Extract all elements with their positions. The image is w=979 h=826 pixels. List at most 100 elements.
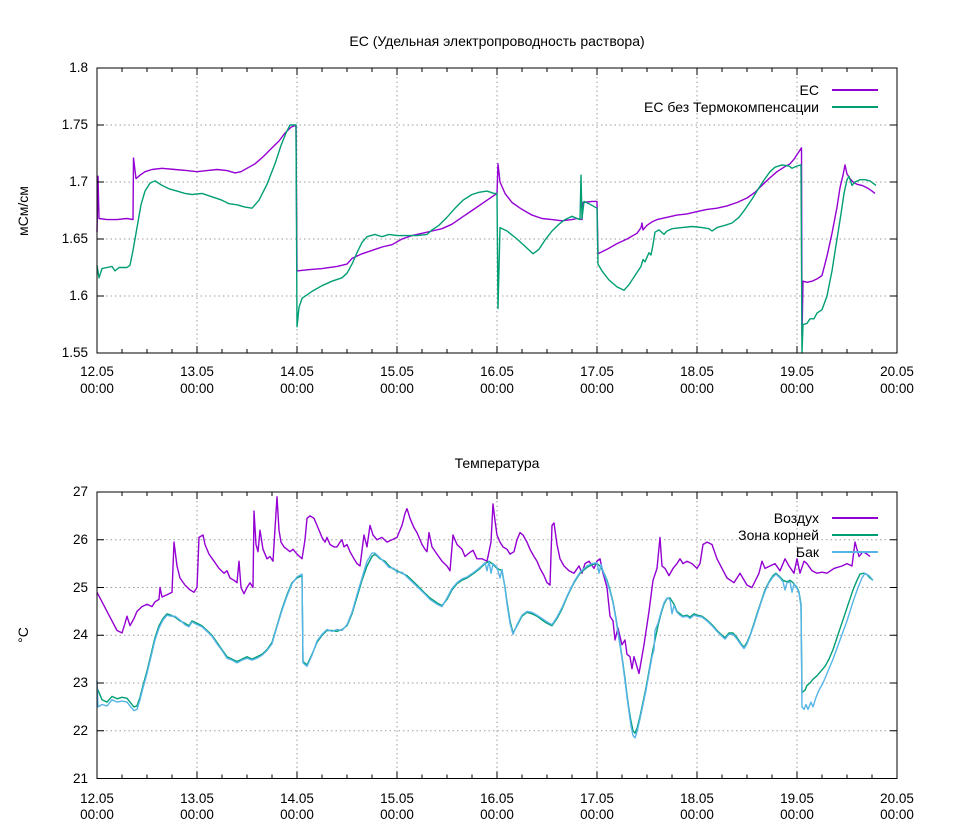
chart-ec-y-axis-label: мСм/см — [15, 186, 31, 236]
x-tick-time: 00:00 — [380, 381, 414, 396]
legend-line-sample — [832, 105, 878, 108]
y-tick-label: 1.6 — [69, 288, 88, 303]
y-tick-label: 25 — [72, 579, 88, 595]
x-tick-label: 17.05 00:00 — [565, 363, 629, 397]
chart-ec-plot — [96, 67, 898, 354]
x-tick-date: 14.05 — [280, 791, 314, 806]
legend-label: Бак — [795, 543, 819, 560]
x-tick-label: 18.05 00:00 — [665, 363, 729, 397]
y-tick-label: 1.7 — [69, 174, 88, 189]
x-tick-time: 00:00 — [680, 381, 714, 396]
x-tick-date: 20.05 — [880, 791, 914, 806]
x-tick-label: 13.05 00:00 — [165, 791, 229, 823]
grid-lines — [97, 68, 897, 353]
x-tick-date: 12.05 — [80, 364, 114, 379]
x-tick-label: 16.05 00:00 — [465, 363, 529, 397]
x-tick-date: 12.05 — [80, 791, 114, 806]
x-tick-time: 00:00 — [480, 807, 514, 822]
y-tick-label: 1.75 — [61, 117, 88, 132]
x-tick-time: 00:00 — [280, 381, 314, 396]
legend-item-ec: EC — [644, 81, 878, 98]
y-tick-label: 1.65 — [61, 231, 88, 246]
x-tick-date: 20.05 — [880, 364, 914, 379]
x-tick-time: 00:00 — [280, 807, 314, 822]
x-tick-date: 13.05 — [180, 364, 214, 379]
legend-label: Зона корней — [738, 526, 819, 543]
series-EC — [96, 124, 876, 337]
legend-item-tank: Бак — [738, 543, 878, 560]
x-tick-label: 20.05 00:00 — [865, 363, 929, 397]
x-tick-time: 00:00 — [180, 381, 214, 396]
x-tick-time: 00:00 — [80, 381, 114, 396]
x-tick-date: 14.05 — [280, 364, 314, 379]
chart-temperature-plot — [96, 491, 898, 779]
chart-ec-title: EC (Удельная электропроводность раствора… — [349, 33, 645, 49]
x-tick-label: 15.05 00:00 — [365, 791, 429, 823]
x-tick-label: 19.05 00:00 — [765, 791, 829, 823]
x-tick-label: 12.05 00:00 — [65, 791, 129, 823]
chart-ec: EC (Удельная электропроводность раствора… — [15, 33, 929, 397]
legend-line-sample — [832, 88, 878, 91]
x-tick-label: 13.05 00:00 — [165, 363, 229, 397]
chart-temperature-title: Температура — [454, 455, 540, 471]
series-lines — [96, 496, 874, 739]
x-tick-date: 13.05 — [180, 791, 214, 806]
chart-temperature-legend: Воздух Зона корней Бак — [738, 509, 878, 560]
x-tick-label: 18.05 00:00 — [665, 791, 729, 823]
x-tick-date: 16.05 — [480, 791, 514, 806]
series-EC без Термокомпенсации — [96, 124, 877, 354]
axis-ticks — [96, 491, 898, 779]
chart-temperature: Температура °C Воздух Зона корней Бак 21… — [0, 413, 979, 826]
x-tick-date: 19.05 — [780, 791, 814, 806]
legend-label: Воздух — [773, 509, 819, 526]
x-tick-time: 00:00 — [480, 381, 514, 396]
x-tick-time: 00:00 — [780, 807, 814, 822]
chart-ec-legend: EC EC без Термокомпенсации — [644, 81, 878, 115]
legend-line-sample — [832, 533, 878, 536]
x-tick-time: 00:00 — [580, 807, 614, 822]
grid-lines — [97, 492, 897, 779]
x-tick-label: 16.05 00:00 — [465, 791, 529, 823]
x-tick-time: 00:00 — [680, 807, 714, 822]
series-Бак — [96, 552, 874, 739]
y-tick-label: 1.8 — [69, 60, 88, 75]
legend-item-root-zone: Зона корней — [738, 526, 878, 543]
legend-item-ec-raw: EC без Термокомпенсации — [644, 98, 878, 115]
series-lines — [96, 124, 877, 354]
plot-border — [96, 67, 898, 354]
y-tick-label: 22 — [72, 722, 88, 738]
series-Воздух — [96, 496, 871, 675]
legend-label: EC без Термокомпенсации — [644, 98, 819, 115]
x-tick-time: 00:00 — [880, 807, 914, 822]
x-tick-label: 20.05 00:00 — [865, 791, 929, 823]
y-tick-label: 23 — [72, 675, 88, 690]
x-tick-date: 17.05 — [580, 364, 614, 379]
legend-label: EC — [799, 81, 819, 98]
x-tick-label: 19.05 00:00 — [765, 363, 829, 397]
chart-temperature-y-axis-label: °C — [15, 627, 31, 643]
y-tick-label: 24 — [72, 627, 88, 643]
x-tick-time: 00:00 — [80, 807, 114, 822]
x-tick-date: 16.05 — [480, 364, 514, 379]
x-tick-date: 19.05 — [780, 364, 814, 379]
x-tick-time: 00:00 — [780, 381, 814, 396]
x-tick-time: 00:00 — [580, 381, 614, 396]
legend-line-sample — [832, 550, 878, 553]
x-tick-label: 14.05 00:00 — [265, 363, 329, 397]
x-tick-label: 12.05 00:00 — [65, 363, 129, 397]
x-tick-time: 00:00 — [380, 807, 414, 822]
y-tick-label: 27 — [72, 484, 88, 499]
x-tick-label: 17.05 00:00 — [565, 791, 629, 823]
x-tick-time: 00:00 — [180, 807, 214, 822]
legend-line-sample — [832, 516, 878, 519]
series-Зона корней — [96, 553, 874, 734]
y-tick-label: 1.55 — [61, 345, 88, 360]
x-tick-date: 17.05 — [580, 791, 614, 806]
y-tick-label: 26 — [72, 531, 88, 547]
legend-item-air: Воздух — [738, 509, 878, 526]
x-tick-date: 15.05 — [380, 791, 414, 806]
x-tick-label: 15.05 00:00 — [365, 363, 429, 397]
x-tick-time: 00:00 — [880, 381, 914, 396]
x-tick-label: 14.05 00:00 — [265, 791, 329, 823]
